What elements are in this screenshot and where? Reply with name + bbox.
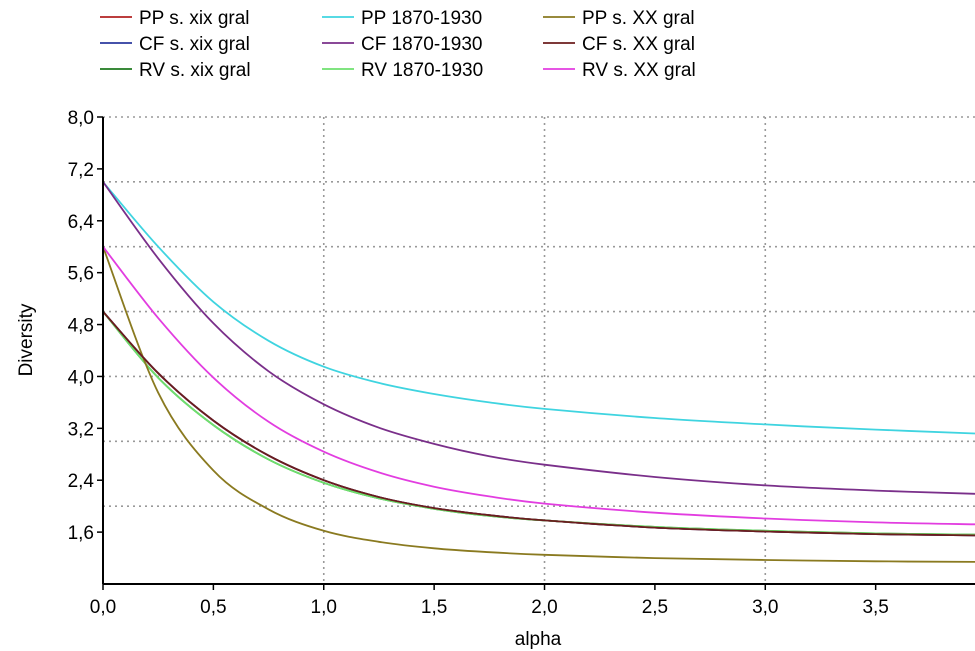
legend-label: RV s. xix gral (139, 60, 251, 81)
y-tick-label: 1,6 (68, 523, 94, 544)
legend-label: CF s. xix gral (139, 34, 250, 55)
x-tick-label: 2,5 (642, 597, 668, 618)
tick-labels: 0,0 0,5 1,0 1,5 2,0 2,5 3,0 3,5 1,6 2,4 3,2 4,0 4,8 5… (68, 108, 889, 618)
y-tick-label: 2,4 (68, 471, 95, 492)
series-line (102, 181, 975, 435)
series-line (102, 246, 975, 526)
y-tick-label: 8,0 (68, 108, 94, 129)
y-axis-title: Diversity (16, 303, 37, 376)
y-tick-label: 7,2 (68, 160, 94, 181)
y-tick-label: 4,8 (68, 316, 94, 337)
grid (103, 116, 975, 584)
legend-label: PP s. XX gral (582, 8, 695, 29)
x-tick-label: 0,0 (90, 597, 116, 618)
legend-label: RV s. XX gral (582, 60, 696, 81)
x-tick-label: 2,0 (531, 597, 557, 618)
series-line (102, 311, 975, 537)
y-tick-label: 4,0 (68, 367, 94, 388)
axes (102, 117, 975, 585)
series-line (102, 246, 975, 563)
y-tick-label: 3,2 (68, 419, 94, 440)
y-tick-label: 6,4 (68, 212, 95, 233)
legend-label: PP s. xix gral (139, 8, 250, 29)
series-line (102, 181, 975, 495)
y-tick-label: 5,6 (68, 264, 94, 285)
x-tick-label: 0,5 (200, 597, 226, 618)
legend-label: PP 1870-1930 (361, 8, 482, 29)
series-line (102, 311, 975, 536)
x-tick-label: 3,0 (752, 597, 778, 618)
legend-label: CF 1870-1930 (361, 34, 482, 55)
legend-label: RV 1870-1930 (361, 60, 483, 81)
x-tick-label: 1,5 (421, 597, 447, 618)
series-lines (102, 181, 975, 563)
x-tick-label: 1,0 (311, 597, 337, 618)
legend: PP s. xix gral CF s. xix gral RV s. xix gr… (100, 8, 696, 81)
series-line (102, 311, 975, 536)
x-axis-title: alpha (515, 629, 562, 650)
series-line (102, 311, 975, 537)
x-tick-label: 3,5 (862, 597, 888, 618)
series-line (102, 311, 975, 537)
legend-label: CF s. XX gral (582, 34, 695, 55)
